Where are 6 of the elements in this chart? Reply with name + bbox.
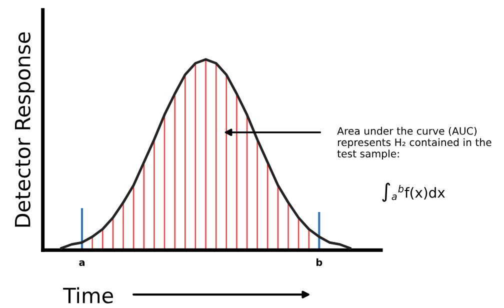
x-tick-label: b bbox=[316, 258, 322, 266]
text: ∫$_{a}$$^{b}$f(x)dx bbox=[382, 182, 445, 202]
x-tick-label: a bbox=[79, 260, 85, 266]
y-axis-title: Detector Response bbox=[14, 32, 35, 227]
x-axis-title: Time bbox=[63, 287, 113, 304]
annotation: Area under the curve (AUC) represents H₂ contained in the test sample: bbox=[337, 126, 492, 160]
